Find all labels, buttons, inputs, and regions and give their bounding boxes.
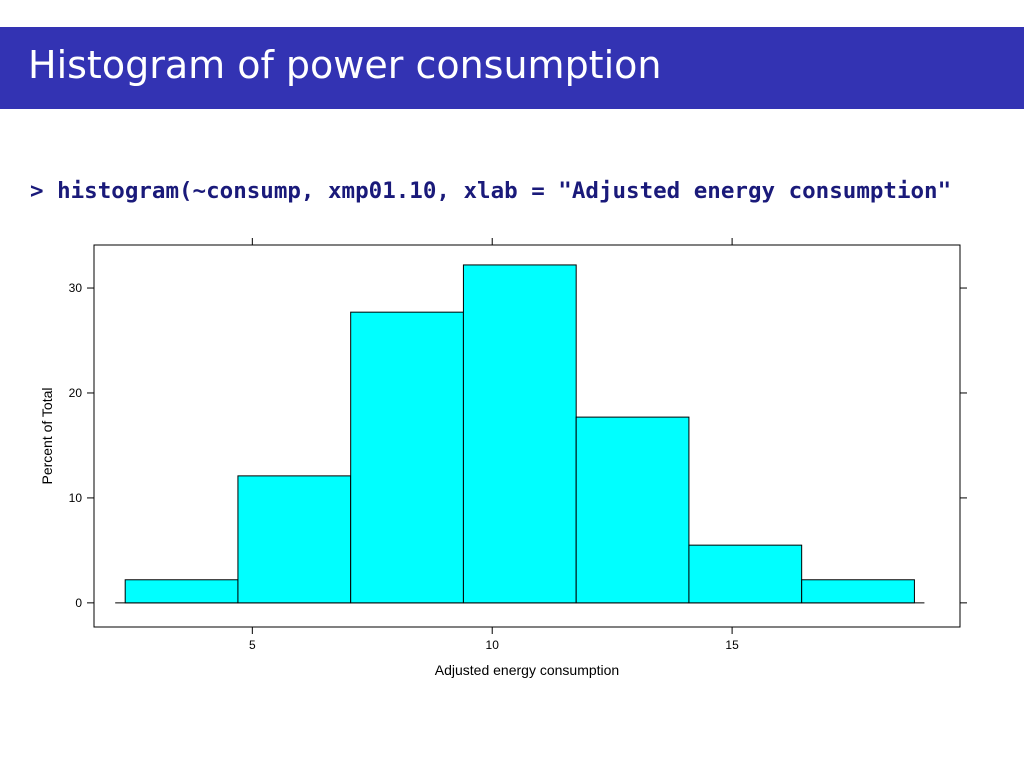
x-tick-label: 5 bbox=[249, 638, 256, 652]
histogram-bar bbox=[575, 416, 690, 604]
y-tick-label: 0 bbox=[75, 596, 82, 610]
y-axis-title: Percent of Total bbox=[39, 387, 55, 484]
histogram-bar bbox=[124, 579, 239, 604]
x-tick-label: 15 bbox=[725, 638, 739, 652]
histogram-bar bbox=[237, 475, 352, 604]
histogram-bar bbox=[688, 544, 803, 604]
histogram-bar bbox=[801, 579, 915, 604]
histogram-bar bbox=[350, 311, 464, 604]
slide-title-bar bbox=[0, 27, 1024, 109]
x-axis-title: Adjusted energy consumption bbox=[435, 662, 619, 678]
x-tick-label: 10 bbox=[486, 638, 500, 652]
y-tick-label: 30 bbox=[69, 281, 83, 295]
plot-frame bbox=[93, 244, 961, 628]
r-code-line: > histogram(~consump, xmp01.10, xlab = "… bbox=[30, 178, 952, 204]
histogram-bar bbox=[462, 264, 577, 604]
y-tick-label: 10 bbox=[69, 491, 83, 505]
y-tick-label: 20 bbox=[69, 386, 83, 400]
slide-title: Histogram of power consumption bbox=[28, 43, 662, 87]
